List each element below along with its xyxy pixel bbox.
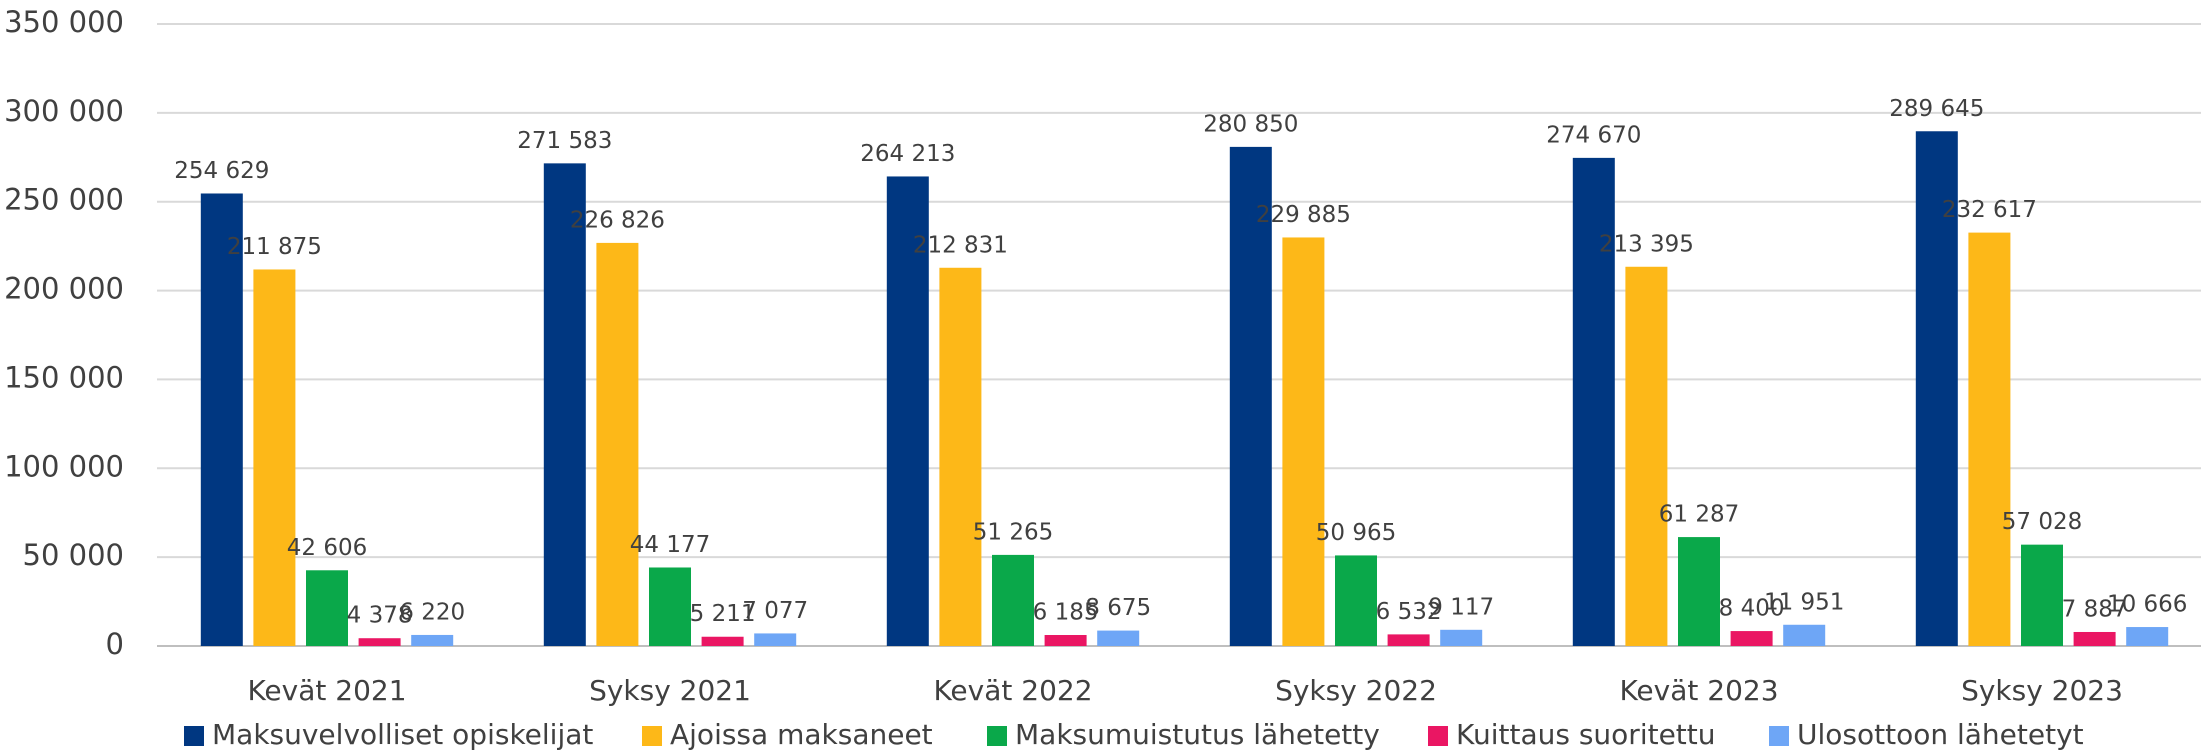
bar	[1678, 537, 1720, 646]
y-tick-label: 350 000	[4, 5, 124, 39]
value-label: 6 185	[1033, 600, 1099, 626]
value-label: 232 617	[1942, 197, 2037, 223]
value-label: 8 675	[1085, 595, 1151, 621]
value-label: 289 645	[1889, 96, 1984, 122]
x-tick-label: Syksy 2021	[589, 674, 751, 707]
value-label: 61 287	[1659, 502, 1739, 528]
legend-swatch	[987, 726, 1007, 746]
value-label: 274 670	[1546, 122, 1641, 148]
value-label: 11 951	[1764, 589, 1844, 615]
y-tick-label: 150 000	[4, 360, 124, 394]
x-tick-label: Kevät 2021	[247, 674, 406, 707]
legend-swatch	[184, 726, 204, 746]
value-label: 254 629	[174, 158, 269, 184]
value-label: 57 028	[2002, 509, 2082, 535]
bar	[596, 242, 639, 646]
value-label: 51 265	[973, 519, 1053, 545]
bar	[2021, 544, 2063, 646]
value-label: 50 965	[1316, 520, 1396, 546]
y-tick-label: 300 000	[4, 94, 124, 128]
bar	[1229, 146, 1272, 646]
bar	[358, 638, 401, 646]
value-label: 229 885	[1256, 202, 1351, 228]
bar	[1915, 131, 1958, 646]
bar	[1783, 624, 1826, 646]
bar	[939, 267, 982, 646]
value-label: 4 378	[347, 603, 413, 629]
x-tick-label: Kevät 2022	[933, 674, 1092, 707]
bar	[1044, 635, 1087, 646]
value-label: 211 875	[227, 234, 322, 260]
bar	[253, 269, 296, 646]
bar	[1282, 237, 1325, 646]
value-label: 7 887	[2062, 596, 2128, 622]
bar	[2073, 631, 2116, 646]
bar	[1097, 630, 1140, 646]
bar	[649, 567, 691, 646]
legend-label: Ajoissa maksaneet	[670, 718, 933, 751]
legend-label: Maksuvelvolliset opiskelijat	[212, 718, 593, 751]
value-label: 10 666	[2107, 592, 2187, 618]
legend-swatch	[1428, 726, 1448, 746]
legend-label: Ulosottoon lähetetyt	[1797, 718, 2084, 751]
x-tick-label: Syksy 2023	[1961, 674, 2123, 707]
value-label: 42 606	[287, 535, 367, 561]
bar	[701, 636, 744, 646]
value-label: 6 220	[399, 599, 465, 625]
y-tick-label: 100 000	[4, 449, 124, 483]
legend-swatch	[642, 726, 662, 746]
value-label: 280 850	[1203, 111, 1298, 137]
value-label: 9 117	[1428, 594, 1494, 620]
value-label: 5 211	[690, 601, 756, 627]
y-tick-label: 250 000	[4, 183, 124, 217]
value-label: 8 400	[1719, 596, 1785, 622]
bar	[1335, 555, 1377, 646]
value-label: 226 826	[570, 207, 665, 233]
legend-label: Maksumuistutus lähetetty	[1015, 718, 1380, 751]
bar	[1968, 232, 2011, 646]
bar	[411, 634, 454, 646]
value-label: 213 395	[1599, 231, 1694, 257]
bar	[754, 633, 797, 646]
bar	[1625, 266, 1668, 646]
value-label: 271 583	[517, 128, 612, 154]
x-tick-label: Syksy 2022	[1275, 674, 1437, 707]
bar	[1572, 157, 1615, 646]
legend-swatch	[1769, 726, 1789, 746]
bar	[200, 193, 243, 646]
value-label: 6 532	[1376, 599, 1442, 625]
y-tick-label: 0	[106, 627, 124, 661]
y-tick-label: 50 000	[23, 538, 124, 572]
legend-label: Kuittaus suoritettu	[1456, 718, 1716, 751]
value-label: 7 077	[742, 598, 808, 624]
bar	[886, 176, 929, 646]
bar	[1730, 631, 1773, 646]
x-tick-label: Kevät 2023	[1619, 674, 1778, 707]
value-label: 44 177	[630, 532, 710, 558]
bar	[1387, 634, 1430, 646]
value-label: 212 831	[913, 232, 1008, 258]
bar	[306, 570, 348, 646]
bar	[2126, 627, 2169, 646]
bar	[1440, 629, 1483, 646]
value-label: 264 213	[860, 141, 955, 167]
bar	[543, 163, 586, 646]
bar	[992, 554, 1034, 646]
y-tick-label: 200 000	[4, 272, 124, 306]
